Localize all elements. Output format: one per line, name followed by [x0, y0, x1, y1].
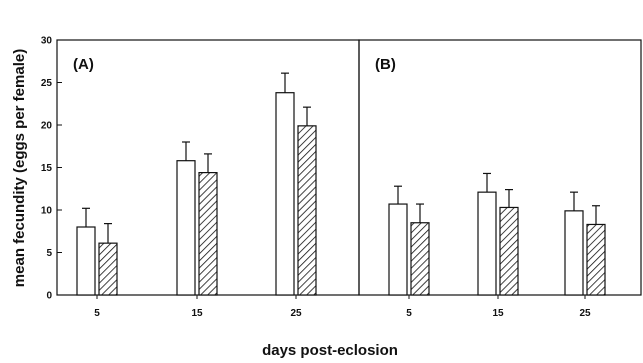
panel-a: (A) 0 5 10 15 20 25 30 5 15 25: [41, 36, 360, 319]
y-tick-label: 5: [46, 248, 52, 259]
bar-b-open-15: [477, 191, 497, 296]
x-axis-title: days post-eclosion: [262, 342, 398, 359]
panel-b-label: (B): [375, 56, 396, 73]
x-tick-label-5: 5: [94, 308, 100, 319]
y-axis-title: mean fecundity (eggs per female): [11, 49, 28, 287]
panel-a-bars: [76, 72, 317, 296]
bar-a-hatched-15: [198, 172, 218, 296]
panel-a-y-axis: 0 5 10 15 20 25 30: [41, 36, 62, 302]
x-tick-label-15: 15: [191, 308, 203, 319]
panel-b-x-axis: 5 15 25: [406, 295, 591, 319]
panel-b: (B) 5 15 25: [358, 39, 642, 319]
bar-b-open-5: [388, 203, 408, 296]
y-tick-label: 20: [41, 121, 53, 132]
y-tick-label: 10: [41, 206, 53, 217]
bar-b-hatched-25: [586, 223, 606, 296]
y-tick-label: 0: [46, 291, 52, 302]
bar-a-open-15: [176, 160, 196, 296]
panel-b-bars: [388, 172, 606, 296]
x-tick-label-25: 25: [579, 308, 591, 319]
bar-a-hatched-5: [98, 242, 118, 296]
bar-b-open-25: [564, 210, 584, 296]
panel-a-x-axis: 5 15 25: [94, 295, 302, 319]
panel-a-label: (A): [73, 56, 94, 73]
y-tick-label: 30: [41, 36, 53, 47]
y-tick-label: 25: [41, 78, 53, 89]
bar-a-hatched-25: [297, 125, 317, 296]
bar-a-open-25: [275, 92, 295, 296]
bar-b-hatched-5: [410, 222, 430, 296]
x-tick-label-5: 5: [406, 308, 412, 319]
x-tick-label-15: 15: [492, 308, 504, 319]
y-tick-label: 15: [41, 163, 53, 174]
bar-a-open-5: [76, 226, 96, 296]
bar-b-hatched-15: [499, 206, 519, 296]
x-tick-label-25: 25: [290, 308, 302, 319]
